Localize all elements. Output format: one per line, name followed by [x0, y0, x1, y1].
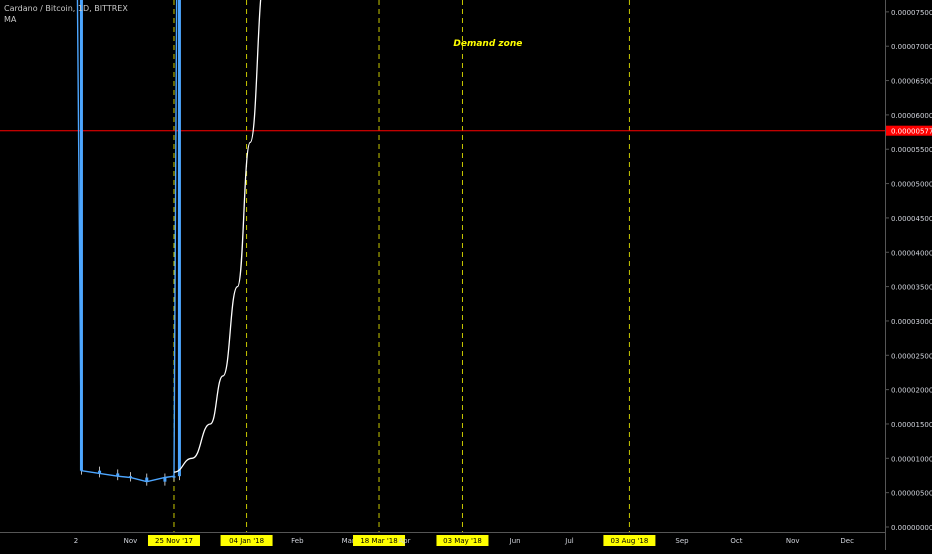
candle-body	[163, 477, 167, 482]
time-tick-label: Oct	[730, 537, 742, 545]
price-axis[interactable]: 0.00007500 0.00007000 0.00006500 0.00006000…	[885, 0, 932, 550]
time-tick-label: Jul	[564, 537, 574, 545]
price-tick-label: 0.00005500	[891, 146, 932, 154]
time-tick-label: Apr	[398, 537, 410, 545]
annotations: Yearly supportRe-testRejectedDemand zone	[453, 39, 522, 49]
price-axis-panel	[885, 0, 932, 550]
price-series	[76, 0, 181, 486]
demand-zone-text: Demand zone	[453, 39, 522, 49]
demand-bottom-price-label: 0.00000577	[891, 128, 932, 136]
time-tick-label: Jun	[509, 537, 521, 545]
symbol-title: Cardano / Bitcoin, 1D, BITTREX	[4, 4, 128, 13]
time-tick-highlight	[603, 535, 656, 546]
time-tick-label: Mar	[342, 537, 355, 545]
price-tick-label: 0.00000000	[891, 524, 932, 532]
price-tick-label: 0.00007000	[891, 43, 932, 51]
time-tick-label: 03 Aug '18	[610, 537, 648, 545]
candle-body	[177, 0, 181, 477]
time-tick-highlight	[353, 535, 406, 546]
candle-body	[145, 477, 149, 482]
indicator-label: MA	[4, 15, 17, 24]
price-tick-label: 0.00001000	[891, 455, 932, 463]
price-tick-label: 0.00004000	[891, 249, 932, 257]
candle-body	[116, 473, 120, 477]
price-tick-label: 0.00004500	[891, 215, 932, 223]
time-tick-label: 2	[74, 537, 78, 545]
demand-bottom-price-tag	[886, 125, 932, 136]
time-tick-label: Feb	[291, 537, 304, 545]
candle-body	[172, 476, 176, 478]
candle-body	[98, 470, 102, 474]
price-tick-label: 0.00000500	[891, 490, 932, 498]
horizontal-levels	[0, 130, 885, 132]
price-tick-label: 0.00006000	[891, 112, 932, 120]
time-tick-label: Sep	[675, 537, 689, 545]
price-tick-label: 0.00006500	[891, 78, 932, 86]
time-tick-highlight	[220, 535, 273, 546]
price-tick-label: 0.00002000	[891, 387, 932, 395]
chart-header: Cardano / Bitcoin, 1D, BITTREX MA	[4, 3, 128, 25]
price-tick-label: 0.00003500	[891, 284, 932, 292]
price-tick-label: 0.00005000	[891, 181, 932, 189]
time-tick-label: Nov	[786, 537, 800, 545]
price-tick-label: 0.00003000	[891, 318, 932, 326]
time-tick-label: 18 Mar '18	[360, 537, 397, 545]
time-tick-highlight	[436, 535, 489, 546]
time-tick-highlight	[147, 535, 200, 546]
price-tick-label: 0.00002500	[891, 352, 932, 360]
price-tick-label: 0.00007500	[891, 9, 932, 17]
time-tick-label: Nov	[124, 537, 138, 545]
time-tick-label: 04 Jan '18	[229, 537, 264, 545]
time-axis[interactable]: 2 Nov 25 Nov '17 04 Jan '18 Feb Mar 18 Mar '18…	[0, 532, 885, 550]
time-tick-label: 25 Nov '17	[155, 537, 193, 545]
price-tick-label: 0.00001500	[891, 421, 932, 429]
time-tick-label: 03 May '18	[443, 537, 482, 545]
time-tick-label: Dec	[840, 537, 854, 545]
candle-body	[79, 0, 83, 471]
